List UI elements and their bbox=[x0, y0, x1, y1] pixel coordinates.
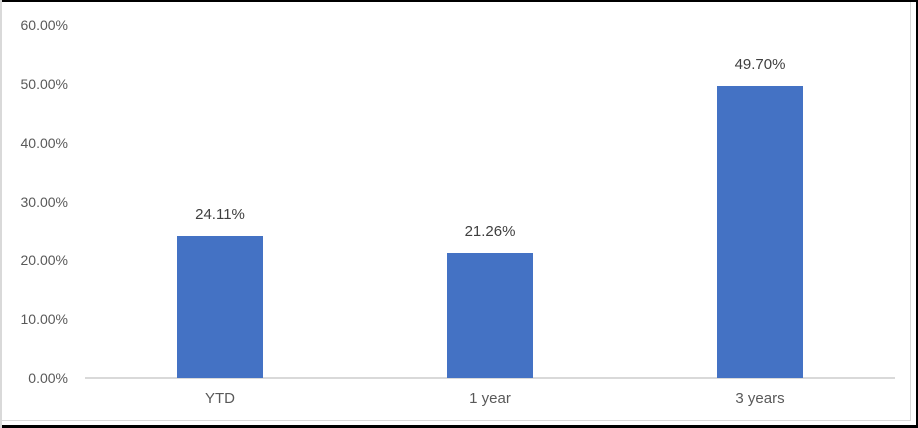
y-axis-tick-label: 20.00% bbox=[20, 252, 68, 269]
y-axis-tick-label: 40.00% bbox=[20, 134, 68, 151]
bar-value-label: 49.70% bbox=[734, 55, 786, 73]
outer-border-bottom bbox=[0, 425, 918, 428]
x-axis-line bbox=[85, 377, 895, 379]
outer-border-right bbox=[916, 0, 918, 428]
y-axis-tick-label: 50.00% bbox=[20, 75, 68, 92]
bar-ytd bbox=[177, 236, 263, 378]
bar-value-label: 21.26% bbox=[464, 222, 516, 240]
x-axis-category-label: YTD bbox=[205, 390, 235, 407]
bar-3-years bbox=[717, 85, 803, 378]
y-axis-tick-label: 30.00% bbox=[20, 193, 68, 210]
bar-value-label: 24.11% bbox=[195, 206, 245, 224]
bar-1-year bbox=[447, 252, 533, 378]
y-axis-tick-label: 0.00% bbox=[28, 370, 68, 386]
outer-border-top bbox=[0, 0, 918, 2]
x-axis-category-label: 1 year bbox=[469, 390, 511, 407]
chart-border-left bbox=[0, 0, 2, 428]
x-axis-category-label: 3 years bbox=[735, 390, 785, 407]
y-axis-tick-label: 10.00% bbox=[20, 311, 68, 328]
y-axis-tick-label: 60.00% bbox=[20, 17, 68, 33]
chart-frame bbox=[0, 2, 911, 421]
